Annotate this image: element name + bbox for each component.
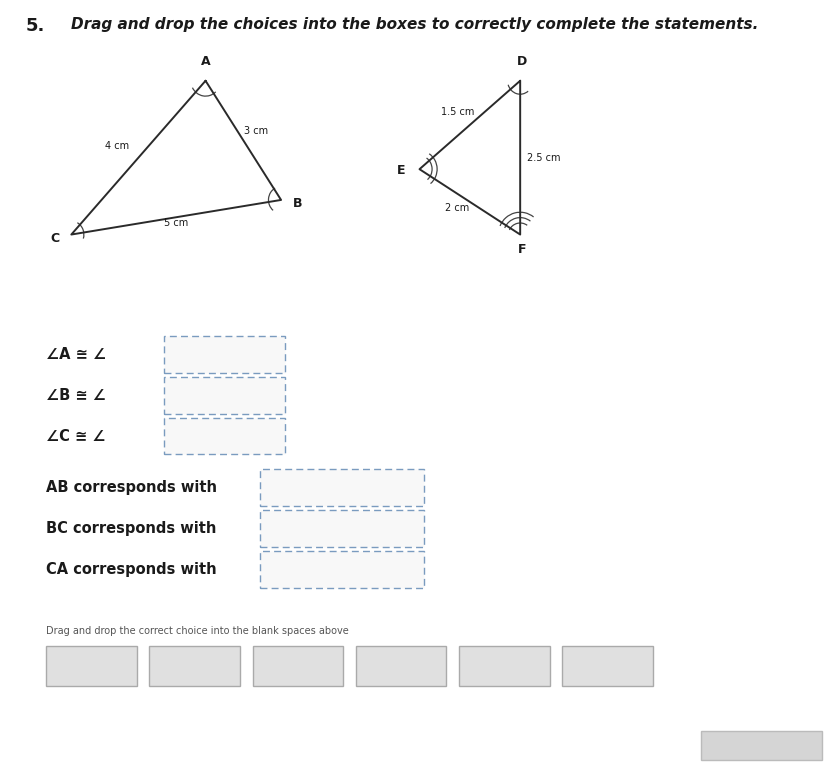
FancyBboxPatch shape bbox=[149, 646, 240, 686]
Text: ∠B ≅ ∠: ∠B ≅ ∠ bbox=[46, 388, 106, 403]
Text: ED: ED bbox=[609, 660, 628, 672]
FancyBboxPatch shape bbox=[164, 377, 285, 414]
Text: ≡: ≡ bbox=[366, 660, 376, 672]
FancyBboxPatch shape bbox=[260, 510, 424, 547]
Text: D: D bbox=[517, 55, 527, 68]
Text: 1.5 cm: 1.5 cm bbox=[440, 106, 474, 117]
FancyBboxPatch shape bbox=[260, 469, 424, 506]
Text: ∠C ≅ ∠: ∠C ≅ ∠ bbox=[46, 428, 106, 444]
Text: B: B bbox=[293, 198, 303, 210]
Text: E: E bbox=[397, 165, 405, 177]
Text: A: A bbox=[201, 55, 211, 68]
Text: 4 cm: 4 cm bbox=[106, 141, 129, 151]
FancyBboxPatch shape bbox=[164, 418, 285, 454]
Text: E: E bbox=[408, 660, 416, 672]
Text: 2.5 cm: 2.5 cm bbox=[527, 152, 560, 163]
Text: 5 cm: 5 cm bbox=[164, 218, 188, 228]
Text: C: C bbox=[50, 232, 59, 245]
Text: ≡: ≡ bbox=[56, 660, 66, 672]
Text: 3 cm: 3 cm bbox=[244, 125, 268, 136]
FancyBboxPatch shape bbox=[701, 731, 822, 760]
Text: CA corresponds with: CA corresponds with bbox=[46, 561, 216, 577]
Text: BC corresponds with: BC corresponds with bbox=[46, 521, 216, 536]
Text: AB corresponds with: AB corresponds with bbox=[46, 480, 217, 495]
FancyBboxPatch shape bbox=[260, 551, 424, 588]
Text: ≡: ≡ bbox=[159, 660, 169, 672]
Text: ≡: ≡ bbox=[572, 660, 582, 672]
FancyBboxPatch shape bbox=[356, 646, 446, 686]
Text: FE: FE bbox=[94, 660, 111, 672]
Text: F: F bbox=[518, 244, 526, 256]
Text: F: F bbox=[201, 660, 210, 672]
Text: 2 cm: 2 cm bbox=[446, 202, 469, 213]
FancyBboxPatch shape bbox=[164, 336, 285, 373]
Text: Drag and drop the choices into the boxes to correctly complete the statements.: Drag and drop the choices into the boxes… bbox=[71, 17, 758, 32]
Text: DF: DF bbox=[506, 660, 524, 672]
FancyBboxPatch shape bbox=[46, 646, 137, 686]
FancyBboxPatch shape bbox=[459, 646, 550, 686]
FancyBboxPatch shape bbox=[253, 646, 343, 686]
Text: ∠A ≅ ∠: ∠A ≅ ∠ bbox=[46, 347, 107, 362]
Text: ≡: ≡ bbox=[263, 660, 273, 672]
Text: D: D bbox=[304, 660, 314, 672]
Text: 5.: 5. bbox=[25, 17, 44, 35]
FancyBboxPatch shape bbox=[562, 646, 653, 686]
Text: Drag and drop the correct choice into the blank spaces above: Drag and drop the correct choice into th… bbox=[46, 625, 349, 636]
Text: ≡: ≡ bbox=[469, 660, 479, 672]
